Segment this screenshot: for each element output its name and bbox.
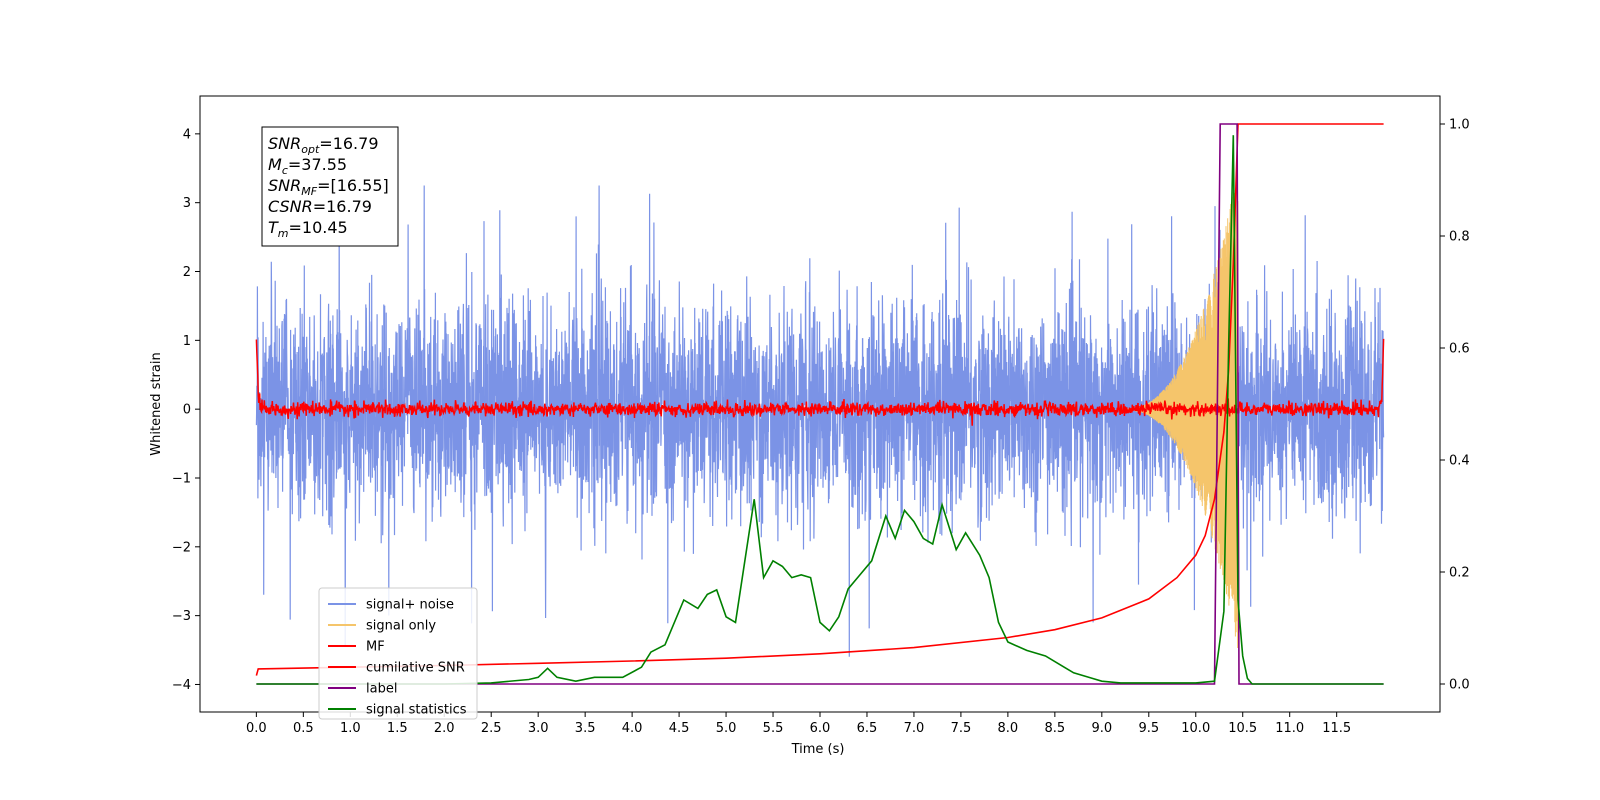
- x-tick-label: 9.5: [1138, 721, 1159, 736]
- x-tick-label: 6.0: [810, 721, 831, 736]
- y-axis-label: Whitened strain: [149, 352, 164, 455]
- y2-tick-label: 0.6: [1449, 342, 1470, 357]
- legend-label: signal statistics: [366, 703, 467, 718]
- x-tick-label: 3.0: [528, 721, 549, 736]
- legend-label: MF: [366, 640, 385, 655]
- y2-tick-label: 1.0: [1449, 118, 1470, 133]
- x-tick-label: 10.0: [1181, 721, 1210, 736]
- x-tick-label: 1.0: [340, 721, 361, 736]
- x-tick-label: 7.5: [951, 721, 972, 736]
- x-tick-label: 9.0: [1091, 721, 1112, 736]
- x-tick-label: 0.5: [293, 721, 314, 736]
- legend-frame: [318, 587, 478, 720]
- x-tick-label: 7.0: [904, 721, 925, 736]
- legend: signal+ noise signal only MF cumilative SNR…: [318, 587, 478, 720]
- annotation-line: CSNR=16.79: [268, 197, 372, 216]
- annotation-line: SNRMF=[16.55]: [268, 176, 389, 198]
- legend-label: cumilative SNR: [366, 661, 465, 676]
- x-axis-label: Time (s): [791, 742, 845, 757]
- x-tick-label: 10.5: [1228, 721, 1257, 736]
- legend-label: label: [366, 682, 397, 697]
- y-tick-label: 2: [183, 265, 191, 280]
- annotation-line: SNRopt=16.79: [268, 134, 379, 156]
- annotation-frame: [261, 126, 399, 247]
- y2-tick-label: 0.8: [1449, 230, 1470, 245]
- y2-tick-label: 0.4: [1449, 454, 1470, 469]
- annotation-box: SNRopt=16.79Mc=37.55SNRMF=[16.55]CSNR=16…: [261, 126, 399, 247]
- y-tick-label: 3: [183, 196, 191, 211]
- y2-tick-label: 0.0: [1449, 678, 1470, 693]
- y-tick-label: −4: [172, 678, 191, 693]
- x-tick-label: 11.5: [1322, 721, 1351, 736]
- x-tick-label: 2.5: [481, 721, 502, 736]
- y-tick-label: −1: [172, 471, 191, 486]
- x-tick-label: 3.5: [575, 721, 596, 736]
- y-tick-label: 4: [183, 127, 191, 142]
- series-cumulative-snr: [255, 123, 1384, 676]
- axis-ticks: 0.0 0.5 1.0 1.5 2.0 2.5 3.0 3.5 4.0 4.5 5.0 5.5 6.0 6…: [172, 118, 1470, 737]
- x-tick-label: 0.0: [246, 721, 267, 736]
- annotation-line: Mc=37.55: [268, 155, 347, 177]
- legend-label: signal only: [366, 619, 436, 634]
- annotation-line: Tm=10.45: [268, 218, 348, 240]
- series-signal-statistics: [256, 135, 1384, 685]
- x-tick-label: 4.0: [622, 721, 643, 736]
- legend-label: signal+ noise: [366, 598, 454, 613]
- x-tick-label: 4.5: [669, 721, 690, 736]
- x-tick-label: 11.0: [1275, 721, 1304, 736]
- y-tick-label: −3: [172, 609, 191, 624]
- y-tick-label: −2: [172, 540, 191, 555]
- x-tick-label: 5.5: [763, 721, 784, 736]
- y-tick-label: 0: [183, 403, 191, 418]
- plot-area: [255, 123, 1385, 685]
- x-tick-label: 5.0: [716, 721, 737, 736]
- x-tick-label: 8.5: [1045, 721, 1066, 736]
- x-tick-label: 8.0: [998, 721, 1019, 736]
- y2-tick-label: 0.2: [1449, 566, 1470, 581]
- x-tick-label: 2.0: [434, 721, 455, 736]
- x-tick-label: 6.5: [857, 721, 878, 736]
- series-mf: [255, 338, 1385, 426]
- x-tick-label: 1.5: [387, 721, 408, 736]
- y-tick-label: 1: [183, 334, 191, 349]
